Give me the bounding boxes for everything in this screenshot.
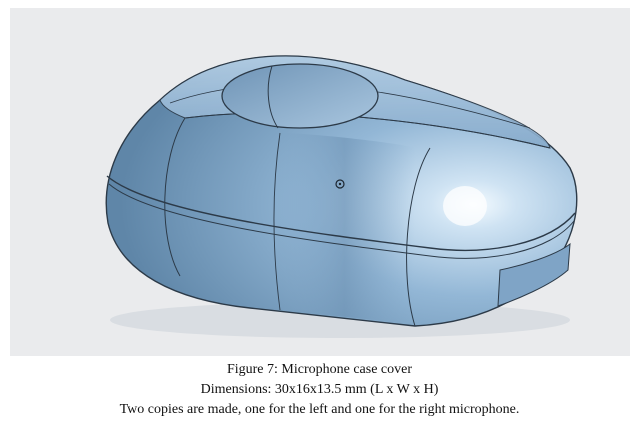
- opening-inner-edge: [267, 65, 279, 129]
- cable-notch: [497, 242, 571, 307]
- center-marker: [335, 179, 345, 189]
- lid-seam: [106, 175, 576, 251]
- top-opening: [221, 63, 379, 129]
- microphone-case-render: [105, 55, 578, 338]
- middle-band: [274, 133, 415, 324]
- caption-note: Two copies are made, one for the left an…: [119, 402, 520, 417]
- left-cap-edge: [164, 117, 186, 277]
- lid-seam-lower: [108, 183, 575, 259]
- caption-title: Figure 7: Microphone case cover: [226, 362, 413, 377]
- specular-highlight: [443, 186, 487, 226]
- figure-panel: [10, 8, 630, 356]
- figure-caption: Figure 7: Microphone case cover Dimensio…: [0, 360, 639, 420]
- band-edge-left: [273, 132, 281, 311]
- caption-dimensions: Dimensions: 30x16x13.5 mm (L x W x H): [200, 382, 439, 397]
- right-cap-edge: [406, 147, 431, 327]
